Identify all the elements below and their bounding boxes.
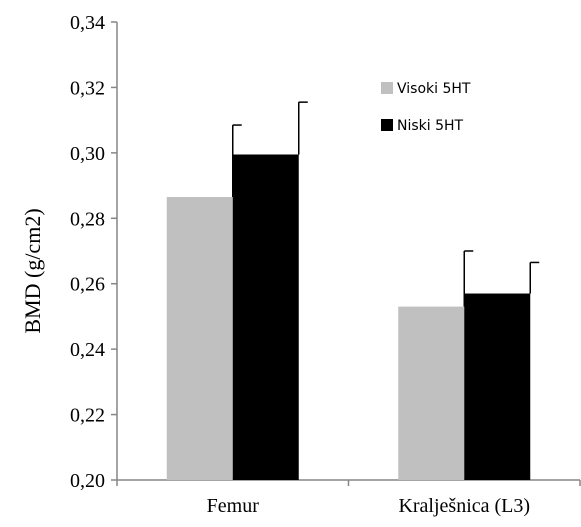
y-tick-label: 0,28 <box>70 208 105 230</box>
x-category-labels: Femur Kralješnica (L3) <box>207 495 530 517</box>
bars <box>166 154 531 480</box>
y-axis-title: BMD (g/cm2) <box>20 208 45 333</box>
legend-label: Niski 5HT <box>397 118 464 134</box>
legend-swatch <box>381 119 393 131</box>
y-tick-label: 0,26 <box>70 274 105 296</box>
y-tick-label: 0,20 <box>70 470 105 492</box>
y-tick-label: 0,24 <box>70 339 105 361</box>
x-category-label: Femur <box>207 495 260 517</box>
y-tick-label: 0,22 <box>70 405 105 427</box>
y-tick-labels: 0,20 0,22 0,24 0,26 0,28 0,30 0,32 0,34 <box>70 12 105 492</box>
bar <box>398 306 465 480</box>
bar <box>464 293 531 480</box>
legend-swatch <box>381 82 393 94</box>
x-category-label: Kralješnica (L3) <box>398 495 530 517</box>
y-tick-label: 0,32 <box>70 77 105 99</box>
bar <box>232 154 299 480</box>
bar <box>166 197 233 480</box>
y-tick-label: 0,30 <box>70 143 105 165</box>
y-tick-label: 0,34 <box>70 12 105 34</box>
legend-label: Visoki 5HT <box>397 81 471 97</box>
legend: Visoki 5HT Niski 5HT <box>381 81 471 134</box>
